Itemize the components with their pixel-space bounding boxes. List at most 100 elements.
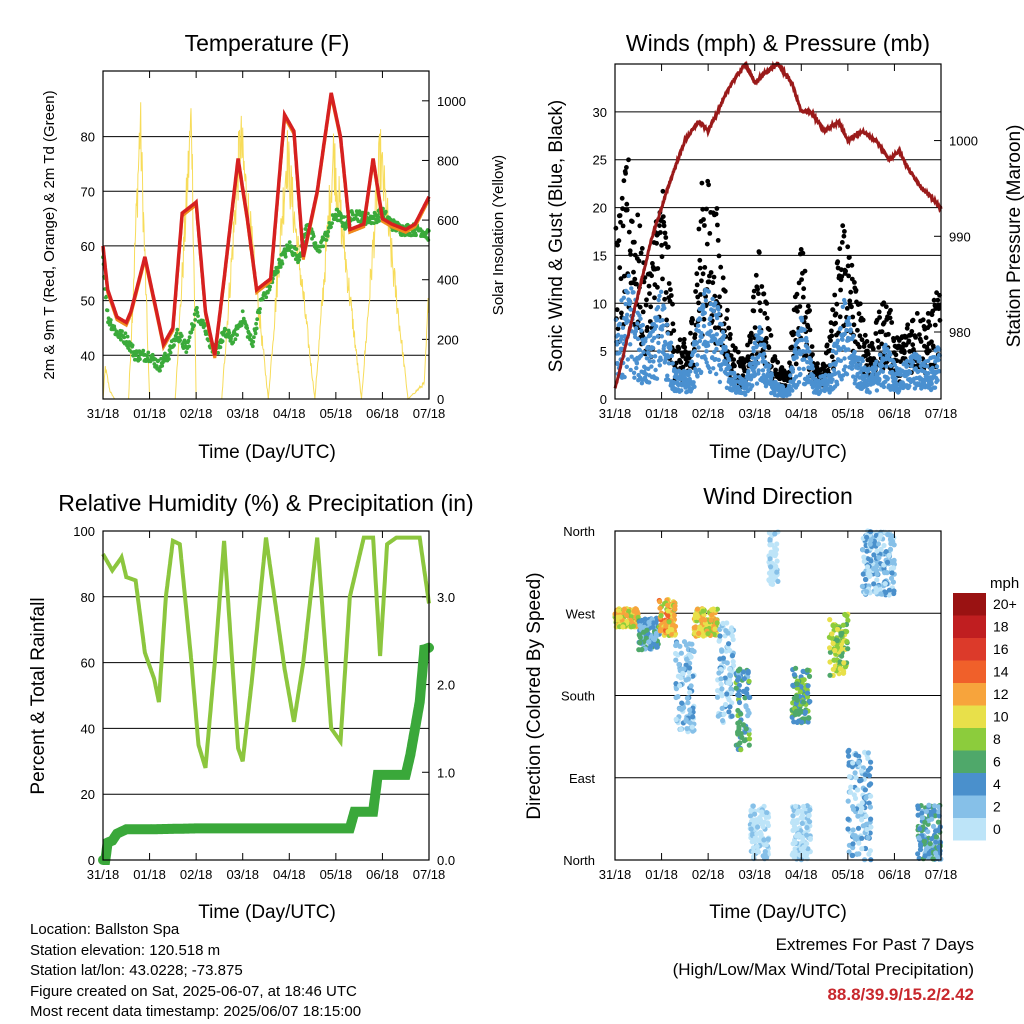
gust-point [639, 246, 645, 251]
direction-point [860, 571, 866, 577]
direction-point [663, 623, 669, 629]
gust-point [632, 276, 638, 282]
wind-point [651, 359, 656, 364]
dewpoint-point [148, 359, 153, 364]
x-tick-label: 04/18 [785, 406, 818, 421]
wind-point [803, 349, 808, 354]
wind-point [838, 358, 844, 363]
legend-label: 14 [993, 664, 1009, 680]
winds-title: Winds (mph) & Pressure (mb) [626, 30, 930, 56]
direction-point [721, 711, 727, 717]
gust-point [833, 320, 838, 326]
gust-point [889, 320, 895, 325]
wind-point [655, 305, 661, 310]
gust-point [663, 290, 669, 295]
direction-point [874, 577, 880, 583]
wind-point [624, 364, 629, 369]
legend-label: 2 [993, 799, 1001, 815]
wind-point [769, 373, 775, 378]
gust-point [664, 317, 669, 323]
direction-point [762, 852, 768, 858]
direction-point [865, 750, 872, 756]
dewpoint-point [130, 343, 135, 348]
wind-point [637, 313, 642, 318]
extremes-subtitle: (High/Low/Max Wind/Total Precipitation) [672, 960, 974, 979]
wind-point [914, 352, 919, 357]
wind-point [620, 325, 626, 330]
dewpoint-point [150, 352, 155, 357]
direction-point [665, 602, 671, 608]
legend-label: 16 [993, 641, 1009, 657]
direction-point [644, 627, 650, 633]
wind-point [790, 369, 795, 374]
gust-point [624, 201, 630, 207]
direction-point [861, 554, 867, 560]
wind-point [933, 348, 938, 353]
wind-point [666, 361, 672, 366]
y-tick-label: 40 [81, 721, 95, 736]
wind-point [621, 295, 626, 300]
dewpoint-point [141, 348, 146, 353]
gust-point [798, 247, 804, 252]
direction-point [651, 636, 658, 643]
wind-point [707, 369, 713, 375]
gust-point [696, 226, 702, 232]
gust-point [613, 225, 619, 231]
gust-point [936, 302, 942, 308]
wind-point [835, 338, 840, 343]
wind-point [743, 392, 748, 397]
direction-point [791, 695, 797, 701]
direction-point [864, 534, 870, 540]
wind-point [925, 358, 931, 364]
direction-point [740, 688, 747, 695]
direction-point [791, 719, 797, 725]
gust-point [727, 336, 733, 341]
dewpoint-point [193, 318, 198, 322]
wind-point [907, 383, 912, 389]
wind-point [649, 364, 654, 369]
wind-point [759, 329, 764, 334]
dewpoint-point [248, 333, 253, 337]
dewpoint-point [201, 318, 205, 323]
direction-point [929, 816, 935, 822]
wind-point [842, 331, 847, 336]
direction-point [858, 809, 864, 815]
gust-point [849, 262, 855, 268]
direction-point [735, 742, 741, 748]
wind-point [833, 360, 838, 366]
gust-point [643, 302, 649, 308]
wind-point [708, 329, 713, 334]
wind-point [913, 366, 918, 371]
gust-point [634, 281, 639, 287]
gust-point [699, 278, 704, 284]
direction-point [775, 578, 781, 585]
direction-point [794, 681, 800, 687]
wind-point [719, 340, 724, 346]
wind-point [705, 343, 711, 348]
direction-point [723, 701, 729, 708]
wind-point [797, 366, 802, 371]
direction-point [729, 653, 736, 659]
wind-point [634, 361, 640, 366]
dewpoint-point [235, 333, 240, 337]
wind-point [637, 347, 642, 353]
dewpoint-point [250, 344, 255, 349]
dewpoint-point [156, 358, 161, 363]
wind-point [752, 340, 757, 346]
gust-point [800, 294, 806, 300]
dewpoint-point [342, 215, 346, 219]
wind-point [888, 352, 893, 357]
direction-point [930, 823, 937, 830]
direction-point [738, 731, 744, 737]
direction-point [796, 718, 802, 724]
direction-point [805, 683, 811, 689]
gust-point [676, 346, 682, 352]
wind-point [670, 361, 675, 366]
dewpoint-point [216, 350, 221, 355]
wind-point [835, 382, 840, 387]
y-tick-label: 20 [593, 201, 607, 216]
direction-point [884, 559, 891, 566]
gust-point [787, 360, 792, 366]
wind-point [802, 357, 807, 362]
wind-point [932, 385, 938, 390]
